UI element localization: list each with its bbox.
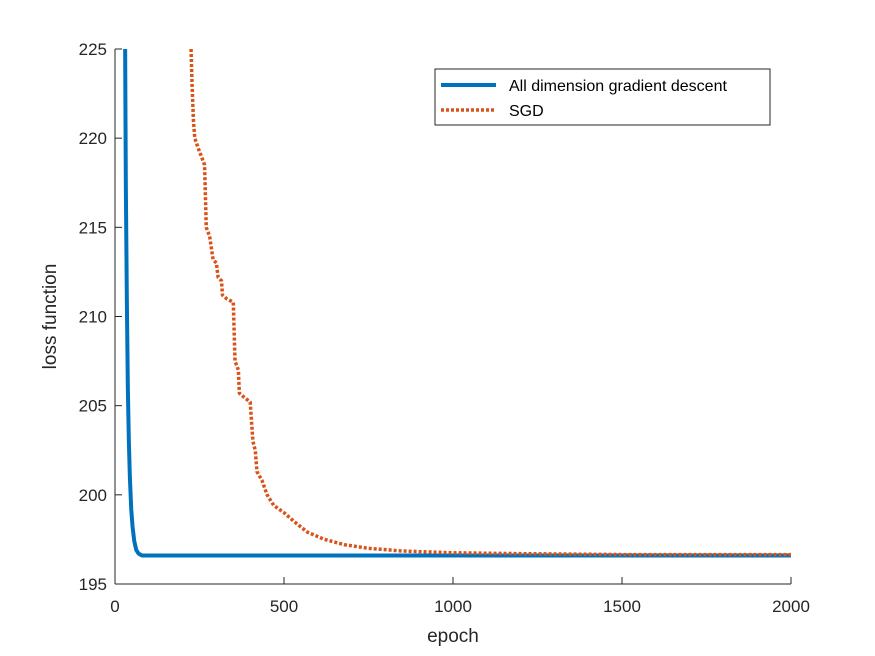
y-tick-label: 215 — [79, 218, 107, 237]
plot-area — [115, 49, 791, 584]
legend: All dimension gradient descent SGD — [434, 68, 771, 126]
y-tick-label: 195 — [79, 575, 107, 594]
series-line-gradient-descent — [123, 49, 791, 558]
legend-box — [434, 68, 771, 126]
x-axis-label: epoch — [427, 626, 479, 647]
x-tick-label: 500 — [270, 597, 298, 616]
x-tick-label: 1500 — [603, 597, 641, 616]
plot-background — [115, 49, 791, 584]
x-tick-label: 0 — [110, 597, 119, 616]
y-tick-label: 220 — [79, 129, 107, 148]
y-tick-label: 205 — [79, 397, 107, 416]
legend-label-sgd: SGD — [509, 103, 544, 120]
y-tick-label: 225 — [79, 40, 107, 59]
x-tick-label: 1000 — [434, 597, 472, 616]
axes-layer: 0 500 1000 1500 2000 195 200 205 210 215 220 225 — [79, 40, 810, 616]
y-tick-label: 200 — [79, 486, 107, 505]
series-layer — [123, 49, 791, 558]
y-tick-label: 210 — [79, 308, 107, 327]
x-tick-label: 2000 — [772, 597, 810, 616]
series-line-sgd — [189, 49, 791, 557]
y-axis-label: loss function — [40, 264, 61, 370]
legend-label-gradient-descent: All dimension gradient descent — [509, 78, 727, 95]
